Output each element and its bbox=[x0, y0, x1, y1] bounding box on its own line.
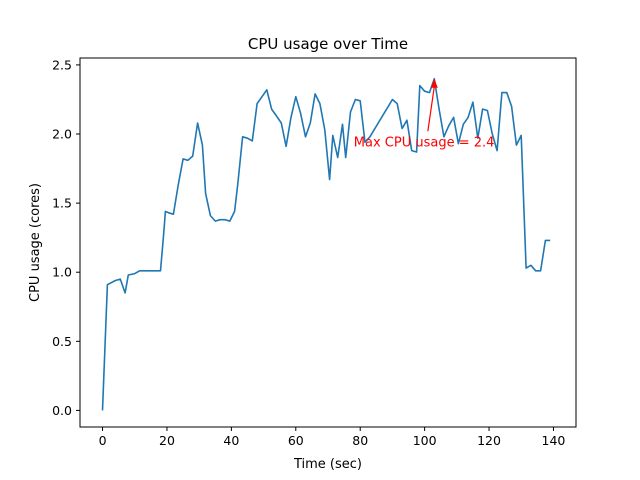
x-tick-label: 0 bbox=[99, 433, 107, 448]
tick-layer: 0 20 40 60 80 100 120 140 0.0 0.5 1.0 1.5 2.0 2.5 bbox=[52, 57, 565, 448]
y-tick-label: 1.0 bbox=[52, 265, 72, 280]
annotation-label: Max CPU usage = 2.4 bbox=[354, 135, 495, 150]
x-tick-label: 140 bbox=[542, 433, 566, 448]
annotation-layer: Max CPU usage = 2.4 bbox=[354, 78, 495, 150]
y-tick-label: 2.5 bbox=[52, 57, 72, 72]
y-tick-label: 2.0 bbox=[52, 127, 72, 142]
series-layer bbox=[101, 77, 551, 411]
x-tick-label: 60 bbox=[288, 433, 304, 448]
x-axis-label: Time (sec) bbox=[293, 457, 362, 472]
chart-title: CPU usage over Time bbox=[248, 35, 408, 53]
y-tick-label: 1.5 bbox=[52, 196, 72, 211]
y-tick-label: 0.5 bbox=[52, 334, 72, 349]
y-tick-label: 0.0 bbox=[52, 403, 72, 418]
x-tick-label: 20 bbox=[159, 433, 175, 448]
plot-frame bbox=[79, 57, 577, 428]
series-line bbox=[101, 77, 551, 411]
annotation-arrow-shaft bbox=[427, 86, 435, 132]
x-tick-label: 80 bbox=[352, 433, 368, 448]
annotation-arrow-head bbox=[430, 78, 438, 88]
x-tick-label: 100 bbox=[413, 433, 437, 448]
x-tick-label: 120 bbox=[477, 433, 501, 448]
x-tick-label: 40 bbox=[223, 433, 239, 448]
y-axis-label: CPU usage (cores) bbox=[28, 183, 43, 302]
plot-border bbox=[79, 57, 577, 428]
